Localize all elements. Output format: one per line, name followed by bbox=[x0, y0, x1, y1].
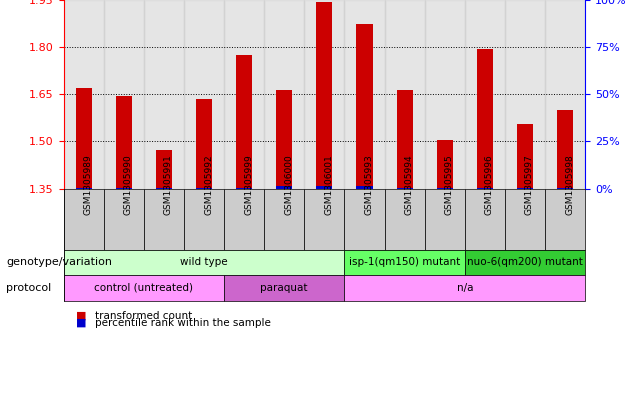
Bar bbox=[276, 90, 293, 189]
Text: GSM1305999: GSM1305999 bbox=[244, 154, 253, 215]
Text: GSM1305995: GSM1305995 bbox=[445, 154, 453, 215]
Text: GSM1306001: GSM1306001 bbox=[324, 154, 333, 215]
Text: wild type: wild type bbox=[180, 257, 228, 267]
Text: ■: ■ bbox=[76, 318, 87, 328]
Text: GSM1305996: GSM1305996 bbox=[485, 154, 494, 215]
Bar bbox=[64, 0, 104, 189]
Text: transformed count: transformed count bbox=[95, 310, 193, 321]
Bar bbox=[304, 0, 345, 189]
Bar bbox=[316, 186, 333, 189]
Text: control (untreated): control (untreated) bbox=[94, 283, 193, 293]
Bar bbox=[437, 140, 453, 189]
Bar bbox=[236, 55, 252, 189]
Text: GSM1305989: GSM1305989 bbox=[84, 154, 93, 215]
Bar bbox=[224, 0, 264, 189]
Bar bbox=[425, 0, 465, 189]
Bar bbox=[397, 90, 413, 189]
Text: GSM1305998: GSM1305998 bbox=[565, 154, 574, 215]
Bar bbox=[116, 96, 132, 189]
Bar bbox=[156, 150, 172, 189]
Text: GSM1305992: GSM1305992 bbox=[204, 154, 213, 215]
Text: GSM1305993: GSM1305993 bbox=[364, 154, 373, 215]
Bar bbox=[276, 186, 293, 189]
Text: GSM1305991: GSM1305991 bbox=[164, 154, 173, 215]
Bar bbox=[144, 0, 184, 189]
Bar bbox=[477, 49, 493, 189]
Bar bbox=[557, 110, 573, 189]
Bar bbox=[264, 0, 304, 189]
Bar bbox=[356, 24, 373, 189]
Bar bbox=[517, 124, 533, 189]
Bar bbox=[316, 2, 333, 189]
Bar bbox=[505, 0, 545, 189]
Bar bbox=[465, 0, 505, 189]
Text: GSM1305990: GSM1305990 bbox=[124, 154, 133, 215]
Bar bbox=[545, 0, 585, 189]
Text: protocol: protocol bbox=[6, 283, 52, 293]
Text: GSM1305994: GSM1305994 bbox=[404, 154, 413, 215]
Bar bbox=[76, 88, 92, 189]
Bar bbox=[236, 188, 252, 189]
Bar bbox=[397, 188, 413, 189]
Text: isp-1(qm150) mutant: isp-1(qm150) mutant bbox=[349, 257, 460, 267]
Bar bbox=[385, 0, 425, 189]
Bar bbox=[345, 0, 385, 189]
Text: nuo-6(qm200) mutant: nuo-6(qm200) mutant bbox=[467, 257, 583, 267]
Bar bbox=[104, 0, 144, 189]
Text: ■: ■ bbox=[76, 310, 87, 321]
Text: GSM1305997: GSM1305997 bbox=[525, 154, 534, 215]
Bar bbox=[356, 186, 373, 189]
Bar bbox=[477, 188, 493, 189]
Text: n/a: n/a bbox=[457, 283, 473, 293]
Text: percentile rank within the sample: percentile rank within the sample bbox=[95, 318, 272, 328]
Text: genotype/variation: genotype/variation bbox=[6, 257, 113, 267]
Text: GSM1306000: GSM1306000 bbox=[284, 154, 293, 215]
Text: paraquat: paraquat bbox=[261, 283, 308, 293]
Bar bbox=[184, 0, 224, 189]
Bar bbox=[196, 99, 212, 189]
